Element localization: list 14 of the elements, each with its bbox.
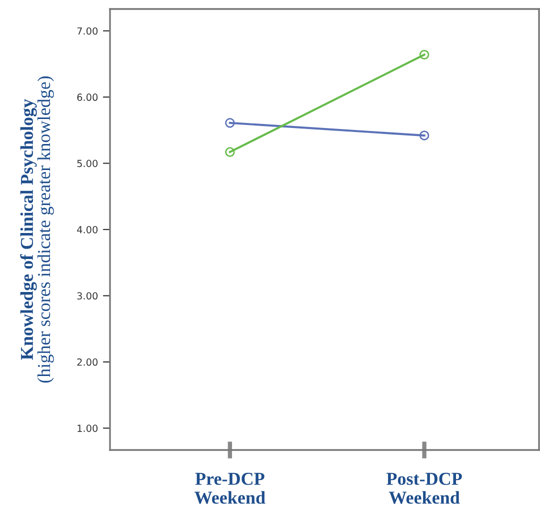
y-tick-label: 5.00 xyxy=(77,160,98,168)
point xyxy=(225,147,235,157)
point xyxy=(225,118,235,128)
x-tick-label: Post-DCP Weekend xyxy=(386,472,462,504)
point xyxy=(419,130,430,140)
x-tick-label: Pre-DCP Weekend xyxy=(194,472,266,504)
y-tick-label: 7.00 xyxy=(77,27,98,35)
y-tick-label: 6.00 xyxy=(77,94,98,101)
y-axis-title: Knowledge of Clinical Psychology (higher scores indicate greater knowledge) xyxy=(20,76,54,383)
y-tick-label: 4.00 xyxy=(77,226,98,234)
y-tick-label: 3.00 xyxy=(77,292,98,300)
y-tick-label: 2.00 xyxy=(77,358,98,366)
point xyxy=(419,50,430,60)
y-tick-label: 1.00 xyxy=(78,424,98,432)
